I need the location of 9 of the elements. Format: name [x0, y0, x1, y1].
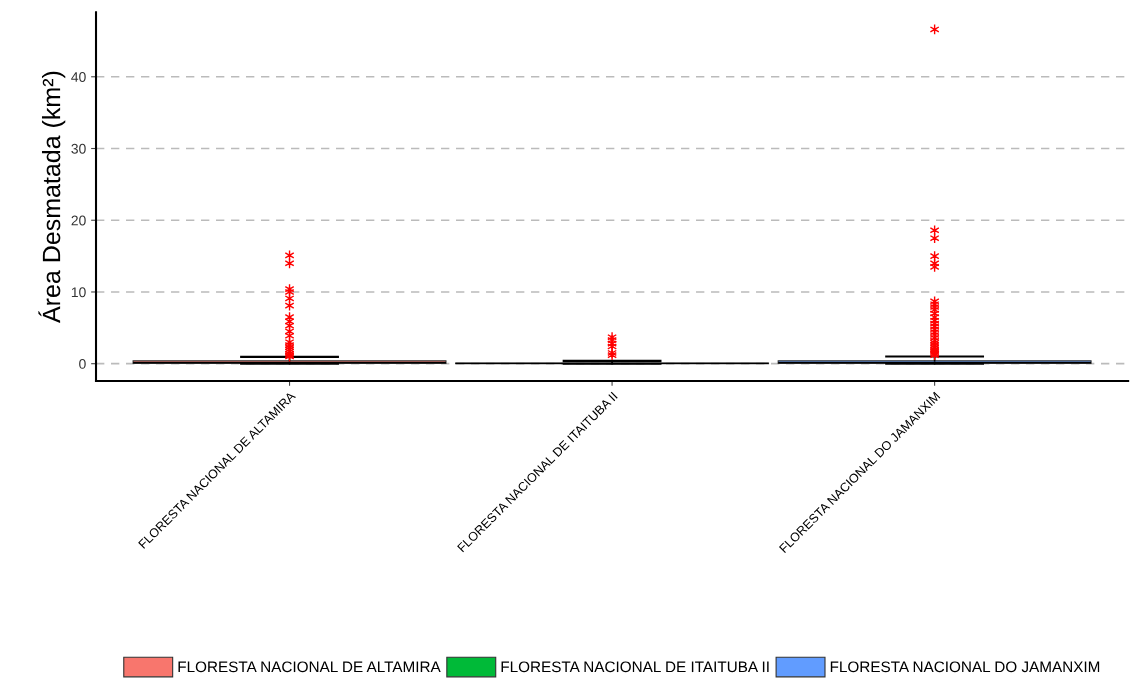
y-axis-title: Área Desmatada (km²) — [38, 71, 66, 323]
y-tick-label: 0 — [79, 359, 86, 369]
y-tick-label: 40 — [71, 72, 86, 82]
legend-label: FLORESTA NACIONAL DO JAMANXIM — [830, 661, 1100, 673]
legend-label: FLORESTA NACIONAL DE ITAITUBA II — [501, 661, 769, 673]
y-tick-label: 20 — [71, 215, 86, 226]
y-tick-label: 10 — [71, 287, 86, 298]
y-tick-label: 30 — [71, 143, 86, 154]
legend-label: FLORESTA NACIONAL DE ALTAMIRA — [178, 661, 441, 673]
